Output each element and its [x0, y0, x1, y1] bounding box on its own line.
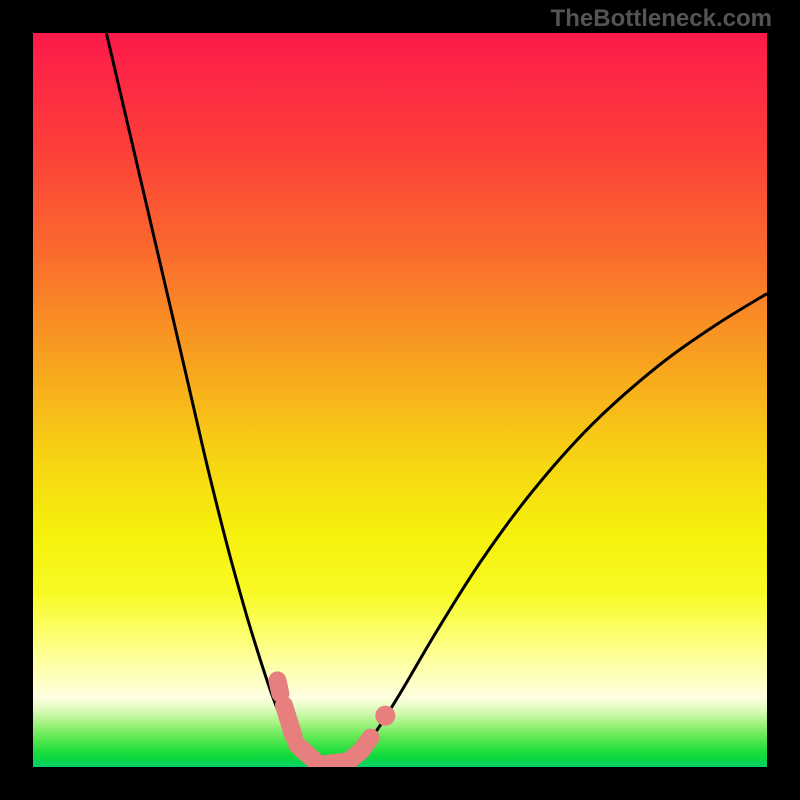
marker-segment: [277, 680, 280, 693]
marker-segment: [284, 705, 294, 736]
chart-frame: TheBottleneck.com: [0, 0, 800, 800]
plot-area: [33, 33, 767, 767]
watermark-text: TheBottleneck.com: [551, 5, 772, 33]
bottleneck-curve: [106, 33, 767, 765]
marker-dot: [375, 706, 395, 726]
curve-overlay: [33, 33, 767, 767]
marker-segment: [361, 738, 371, 751]
